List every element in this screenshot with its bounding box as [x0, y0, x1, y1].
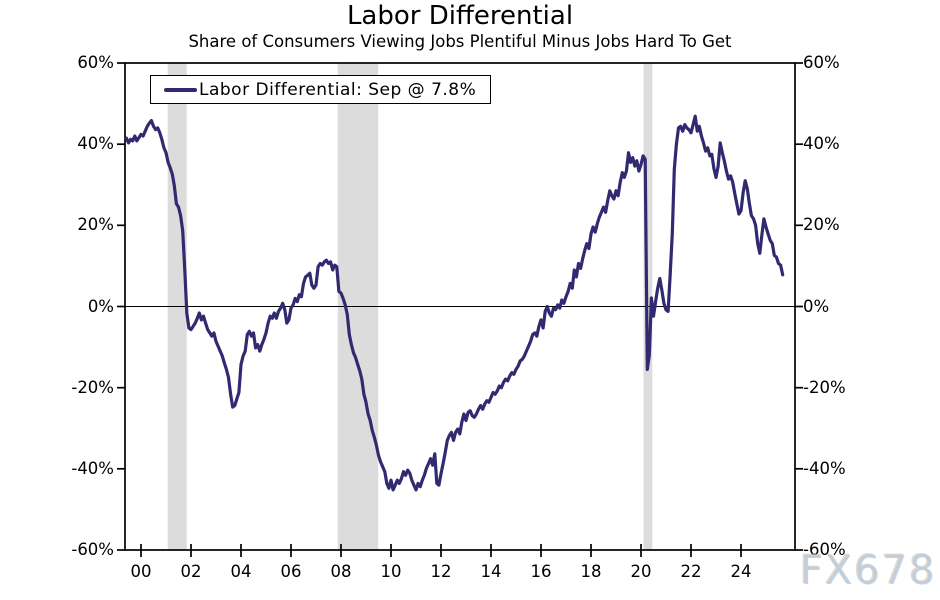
x-axis-tick-label: 14: [480, 562, 502, 581]
x-axis-tick-label: 00: [130, 562, 152, 581]
y-axis-tick-label-right: -20%: [803, 377, 846, 397]
legend-line-swatch-icon: [164, 87, 197, 92]
x-axis-tick-label: 18: [580, 562, 602, 581]
y-axis-tick-label-right: -40%: [803, 458, 846, 478]
chart-title: Labor Differential: [346, 1, 574, 31]
y-axis-tick-label-left: -20%: [71, 377, 114, 397]
x-axis-tick-label: 04: [230, 562, 252, 581]
x-axis-tick-label: 12: [430, 562, 452, 581]
legend: Labor Differential: Sep @ 7.8%: [150, 75, 492, 104]
y-axis-tick-label-right: 0%: [803, 296, 830, 316]
x-axis-tick-label: 16: [530, 562, 552, 581]
x-axis-tick-label: 06: [280, 562, 302, 581]
y-axis-tick-label-left: 40%: [77, 134, 114, 154]
x-axis-tick-label: 24: [730, 562, 752, 581]
x-axis-tick-label: 02: [180, 562, 202, 581]
plot-frame: [124, 62, 796, 551]
legend-label: Labor Differential: Sep @ 7.8%: [199, 79, 477, 100]
x-axis-tick-label: 10: [380, 562, 402, 581]
y-axis-tick-label-right: -60%: [803, 540, 846, 559]
y-axis-tick-label-right: 40%: [803, 134, 840, 154]
x-axis-tick-label: 22: [680, 562, 702, 581]
y-axis-tick-label-left: 60%: [77, 53, 114, 72]
y-axis-tick-label-right: 20%: [803, 215, 840, 235]
y-axis-tick-label-left: 0%: [87, 296, 114, 316]
chart-subtitle: Share of Consumers Viewing Jobs Plentifu…: [188, 32, 732, 51]
watermark: FX678: [800, 548, 937, 594]
y-axis-tick-label-left: -40%: [71, 458, 114, 478]
labor-differential-series-line: [124, 114, 785, 492]
x-axis-tick-label: 20: [630, 562, 652, 581]
y-axis-tick-label-left: -60%: [71, 540, 114, 559]
y-axis-tick-label-left: 20%: [77, 215, 114, 235]
x-axis-tick-label: 08: [330, 562, 352, 581]
y-axis-tick-label-right: 60%: [803, 53, 840, 72]
